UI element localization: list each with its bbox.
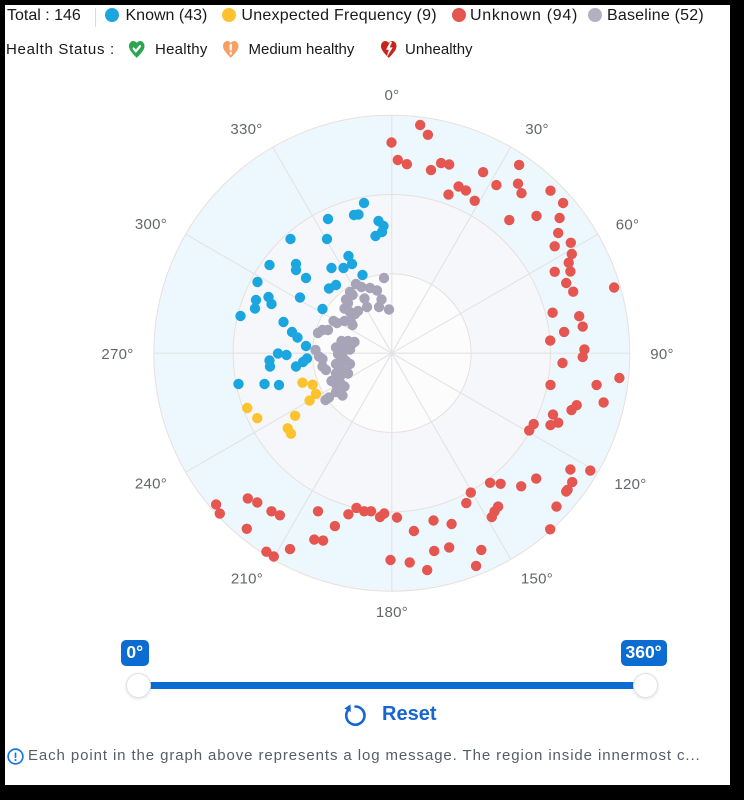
svg-text:210°: 210° bbox=[231, 571, 263, 588]
svg-text:270°: 270° bbox=[101, 346, 133, 363]
svg-text:150°: 150° bbox=[521, 571, 553, 588]
svg-text:120°: 120° bbox=[614, 476, 646, 493]
svg-text:90°: 90° bbox=[650, 346, 674, 363]
svg-text:180°: 180° bbox=[376, 604, 408, 621]
svg-text:330°: 330° bbox=[230, 121, 262, 138]
svg-text:240°: 240° bbox=[135, 476, 167, 493]
svg-text:0°: 0° bbox=[385, 87, 400, 104]
svg-text:300°: 300° bbox=[135, 216, 167, 233]
svg-text:30°: 30° bbox=[525, 121, 549, 138]
svg-text:60°: 60° bbox=[616, 217, 640, 234]
